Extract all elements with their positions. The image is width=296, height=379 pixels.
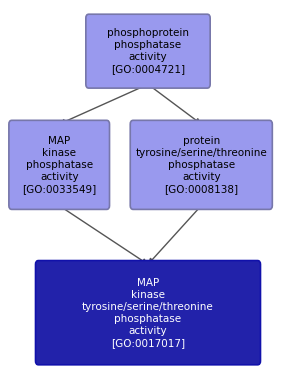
Text: MAP
kinase
phosphatase
activity
[GO:0033549]: MAP kinase phosphatase activity [GO:0033…: [22, 136, 96, 194]
FancyBboxPatch shape: [130, 121, 272, 209]
Text: MAP
kinase
tyrosine/serine/threonine
phosphatase
activity
[GO:0017017]: MAP kinase tyrosine/serine/threonine pho…: [82, 278, 214, 348]
FancyBboxPatch shape: [36, 261, 260, 365]
FancyBboxPatch shape: [86, 14, 210, 88]
Text: phosphoprotein
phosphatase
activity
[GO:0004721]: phosphoprotein phosphatase activity [GO:…: [107, 28, 189, 74]
FancyBboxPatch shape: [9, 121, 110, 209]
Text: protein
tyrosine/serine/threonine
phosphatase
activity
[GO:0008138]: protein tyrosine/serine/threonine phosph…: [135, 136, 267, 194]
